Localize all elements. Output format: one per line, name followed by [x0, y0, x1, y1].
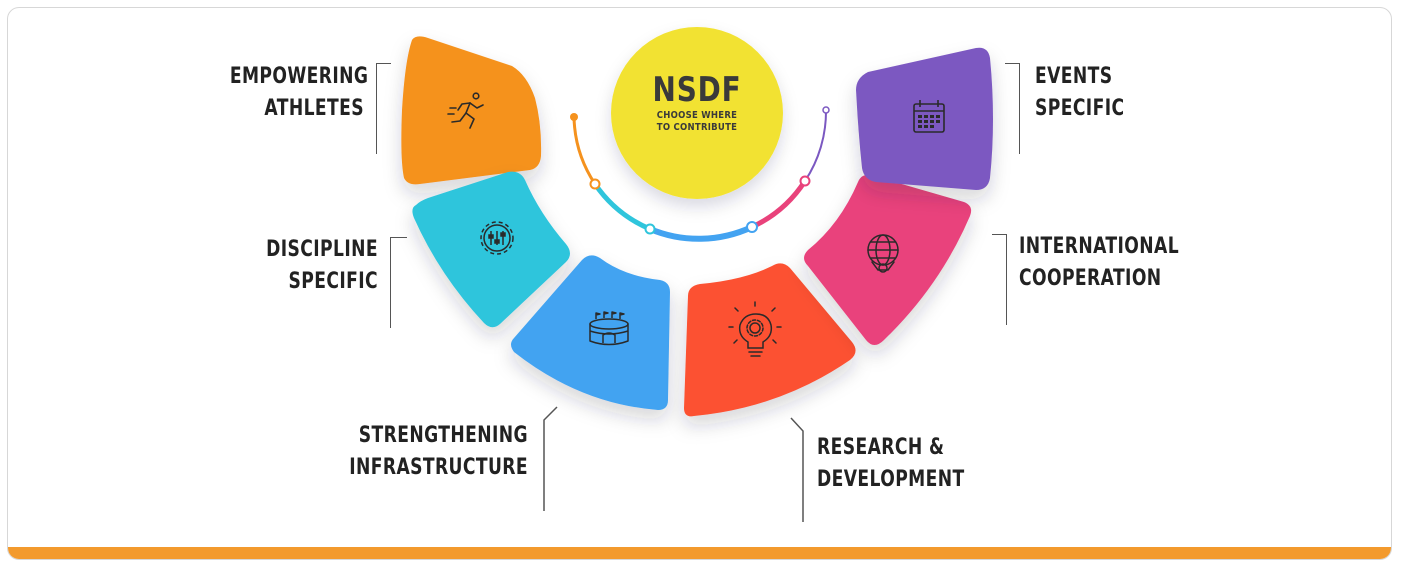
label-line: SPECIFIC: [288, 269, 378, 294]
label-line: DEVELOPMENT: [817, 467, 965, 492]
running-athlete-icon: [447, 92, 484, 129]
gear-sliders-icon: [480, 221, 514, 255]
label-line: INFRASTRUCTURE: [349, 455, 528, 480]
arc-node: [799, 175, 811, 187]
bracket-discipline-specific: [390, 237, 407, 328]
bracket-events-specific: [1005, 63, 1020, 154]
arc-node: [589, 178, 601, 190]
arc-node: [644, 223, 656, 235]
center-label: NSDF CHOOSE WHERE TO CONTRIBUTE: [612, 70, 782, 134]
label-empowering-athletes: EMPOWERING ATHLETES: [229, 61, 369, 125]
center-circle: [611, 27, 783, 199]
label-line: RESEARCH &: [817, 435, 945, 460]
bracket-research-development: [790, 417, 804, 522]
arc-nodes: [570, 106, 830, 235]
segment-research-development: [684, 263, 856, 417]
bottom-accent-bar: [8, 547, 1391, 559]
arc-node-end: [822, 106, 830, 114]
center-subtitle-line2: TO CONTRIBUTE: [656, 122, 738, 133]
calendar-icon: [913, 100, 945, 133]
label-line: SPECIFIC: [1035, 96, 1125, 121]
center-subtitle-line1: CHOOSE WHERE: [656, 110, 738, 121]
bracket-empowering-athletes: [376, 63, 391, 154]
bracket-international-cooperation: [992, 234, 1007, 325]
segment-events-specific: [856, 47, 993, 190]
globe-handshake-icon: [867, 234, 899, 273]
segment-empowering-athletes: [401, 36, 542, 185]
lightbulb-gear-icon: [728, 301, 782, 357]
label-line: EMPOWERING: [229, 64, 369, 89]
label-line: STRENGTHENING: [358, 423, 528, 448]
label-line: DISCIPLINE: [266, 237, 378, 262]
label-line: COOPERATION: [1019, 266, 1162, 291]
arc-node: [746, 221, 758, 233]
label-discipline-specific: DISCIPLINE SPECIFIC: [244, 234, 378, 298]
label-line: ATHLETES: [264, 96, 364, 121]
label-events-specific: EVENTS SPECIFIC: [1035, 61, 1160, 125]
label-strengthening-infrastructure: STRENGTHENING INFRASTRUCTURE: [344, 420, 528, 484]
center-title: NSDF: [652, 70, 742, 110]
bracket-strengthening-infrastructure: [543, 406, 558, 511]
label-research-development: RESEARCH & DEVELOPMENT: [817, 432, 973, 496]
stadium-icon: [589, 311, 629, 346]
arc-node-start: [570, 113, 578, 121]
label-international-cooperation: INTERNATIONAL COOPERATION: [1019, 231, 1180, 295]
label-line: EVENTS: [1035, 64, 1113, 89]
label-line: INTERNATIONAL: [1019, 234, 1180, 259]
